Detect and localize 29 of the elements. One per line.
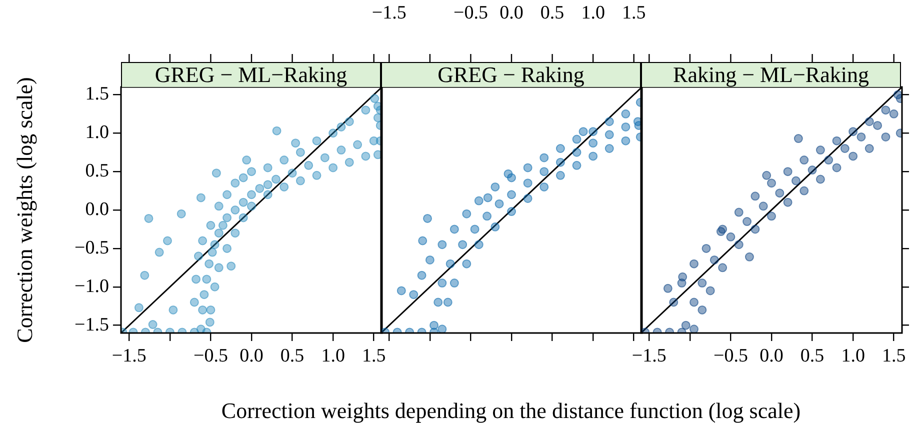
x-tick-label: 1.0 — [841, 345, 865, 366]
x-axis-title: Correction weights depending on the distance function (log scale) — [221, 398, 801, 423]
x-tick-label: 1.0 — [581, 2, 605, 24]
x-tick-label: −1.5 — [372, 2, 406, 24]
x-tick-label: 0.5 — [540, 2, 564, 24]
x-tick-label: 1.5 — [362, 345, 386, 366]
y-tick-label: −1.5 — [74, 314, 109, 336]
x-tick-label: −1.5 — [112, 345, 146, 366]
x-tick-label: −0.5 — [193, 345, 228, 366]
x-tick-label: 1.5 — [882, 345, 906, 366]
x-tick-label: 1.0 — [321, 345, 345, 366]
y-axis-title: Correction weights (log scale) — [12, 77, 38, 343]
chart-title: GREG − ML−Raking — [121, 62, 381, 87]
x-tick-label: 1.5 — [622, 2, 646, 24]
y-tick-label: 1.0 — [85, 122, 109, 144]
x-tick-label: 0.5 — [280, 345, 304, 366]
x-tick-label: 0.5 — [800, 345, 824, 366]
y-tick-label: 1.5 — [85, 84, 109, 105]
y-tick-label: −0.5 — [74, 237, 109, 258]
x-tick-label: −0.5 — [713, 345, 748, 366]
x-tick-label: 0.0 — [760, 345, 784, 366]
y-tick-label: 0.0 — [85, 198, 109, 220]
chart-title: Raking − ML−Raking — [641, 62, 901, 87]
x-tick-label: 0.0 — [500, 2, 524, 24]
y-tick-label: 0.5 — [85, 160, 109, 182]
y-tick-label: −1.0 — [74, 276, 109, 297]
x-tick-label: 0.0 — [240, 345, 264, 366]
x-tick-label: −1.5 — [632, 345, 666, 366]
x-tick-label: −0.5 — [453, 2, 488, 24]
